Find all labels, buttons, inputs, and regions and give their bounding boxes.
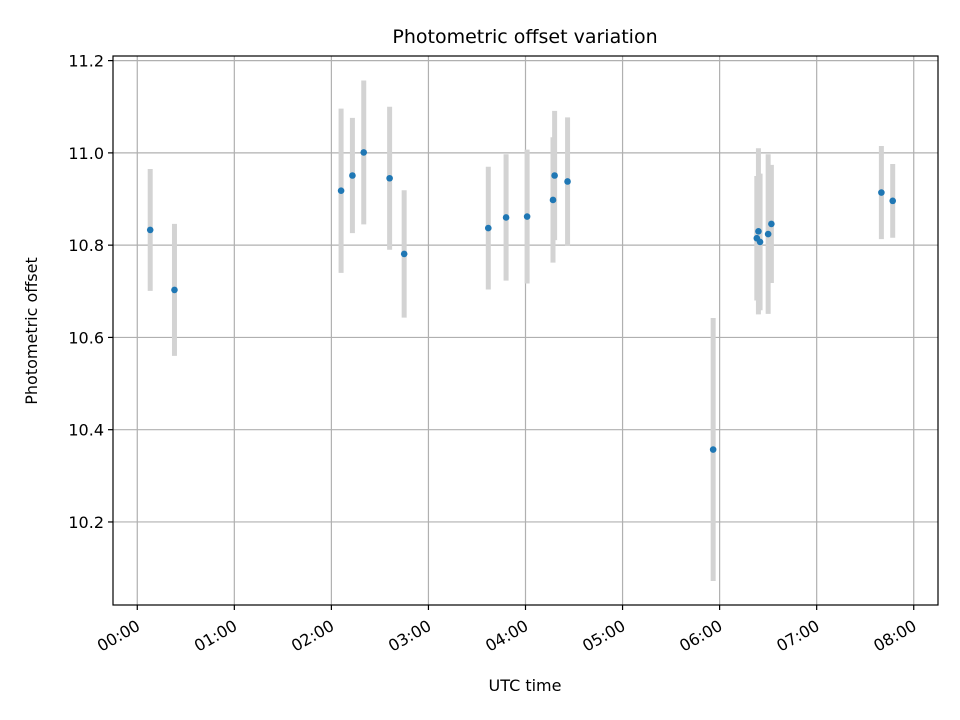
data-point — [502, 214, 510, 221]
y-axis-title: Photometric offset — [22, 257, 41, 405]
data-point — [755, 228, 762, 235]
data-point — [889, 197, 897, 205]
y-tick-label: 10.8 — [68, 236, 104, 255]
data-point — [756, 238, 764, 246]
y-tick-label: 10.2 — [68, 513, 104, 532]
data-point — [349, 172, 356, 179]
y-tick-label: 10.4 — [68, 421, 104, 440]
data-point — [709, 446, 717, 453]
y-tick-label: 11.0 — [68, 144, 104, 163]
data-point — [337, 187, 345, 195]
y-tick-label: 10.6 — [68, 328, 104, 347]
data-point — [768, 220, 775, 228]
chart-title: Photometric offset variation — [392, 26, 657, 48]
x-axis-title: UTC time — [489, 676, 562, 695]
data-point — [360, 149, 368, 156]
data-point — [400, 250, 408, 258]
data-point — [523, 213, 531, 220]
y-tick-label: 11.2 — [68, 52, 104, 71]
data-point — [764, 230, 772, 238]
data-point — [878, 189, 885, 196]
data-point — [484, 224, 492, 232]
data-point — [386, 174, 393, 182]
data-point — [564, 178, 571, 185]
data-point — [549, 196, 557, 204]
y-axis: 10.2 10.4 10.6 10.8 11.0 11.2 — [68, 52, 113, 532]
data-points — [146, 149, 897, 453]
data-point — [171, 286, 178, 294]
data-point — [146, 226, 154, 234]
data-point — [551, 172, 558, 179]
